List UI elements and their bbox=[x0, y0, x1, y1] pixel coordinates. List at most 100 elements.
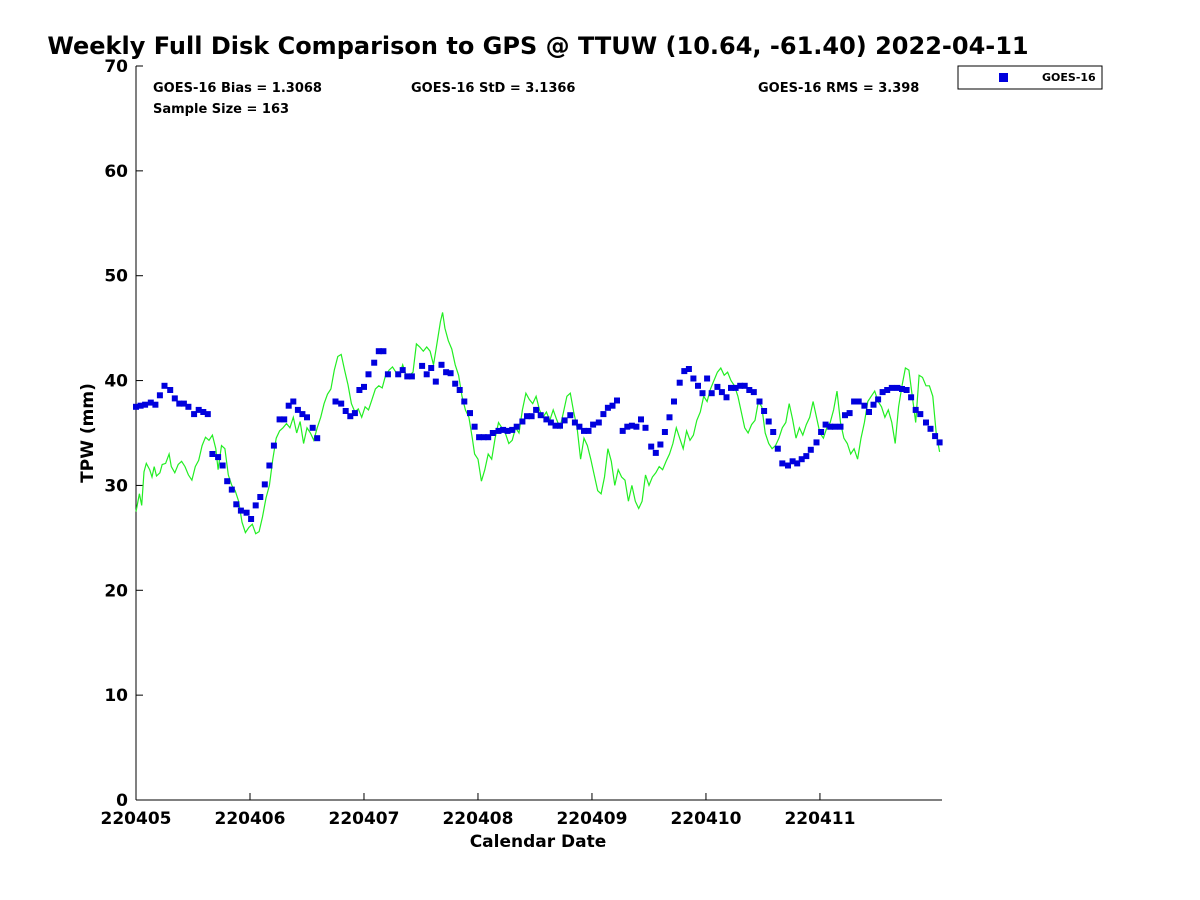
goes-point bbox=[219, 462, 226, 469]
goes-point bbox=[304, 414, 310, 421]
goes-point bbox=[209, 451, 216, 457]
goes-point bbox=[375, 348, 382, 355]
goes-point bbox=[243, 509, 250, 516]
goes-point bbox=[604, 404, 611, 411]
gps-series bbox=[135, 312, 941, 535]
goes-point bbox=[432, 378, 439, 385]
goes-point bbox=[789, 458, 796, 465]
plot-area: 0 10 20 30 40 50 60 70 220405 220406 220407 220408… bbox=[101, 57, 943, 829]
goes-point bbox=[936, 439, 943, 446]
goes-point bbox=[395, 371, 402, 378]
x-tick-label: 220408 bbox=[442, 809, 513, 829]
goes-point bbox=[903, 387, 910, 393]
x-tick-label: 220407 bbox=[328, 809, 399, 829]
goes-point bbox=[509, 426, 516, 433]
goes-point bbox=[704, 375, 711, 382]
goes-point bbox=[899, 386, 905, 392]
goes-point bbox=[161, 382, 168, 389]
goes-point bbox=[875, 396, 882, 403]
goes-point bbox=[633, 423, 640, 430]
goes-point bbox=[917, 411, 924, 418]
goes-point bbox=[595, 419, 602, 426]
goes-point bbox=[661, 429, 668, 435]
goes-point bbox=[609, 402, 616, 409]
goes-point bbox=[552, 422, 559, 429]
goes-point bbox=[765, 418, 772, 425]
goes-point bbox=[233, 501, 240, 508]
goes-point bbox=[309, 424, 316, 431]
goes-point bbox=[628, 422, 635, 429]
goes-point bbox=[443, 369, 450, 376]
goes-point bbox=[180, 400, 187, 407]
goes-point bbox=[870, 401, 877, 408]
goes-point bbox=[167, 387, 174, 393]
y-tick-label: 60 bbox=[104, 162, 128, 182]
goes-point bbox=[351, 410, 358, 417]
goes-point bbox=[257, 494, 264, 500]
goes-point bbox=[524, 413, 530, 420]
goes-point bbox=[676, 379, 683, 386]
goes-point bbox=[519, 418, 526, 425]
goes-point bbox=[285, 402, 292, 409]
legend-box bbox=[957, 65, 1103, 90]
goes-point bbox=[215, 454, 222, 461]
goes-point bbox=[774, 445, 781, 452]
goes-point bbox=[927, 425, 934, 432]
chart-title: Weekly Full Disk Comparison to GPS @ TTU… bbox=[47, 32, 1028, 60]
goes-point bbox=[923, 419, 929, 426]
goes-point bbox=[894, 384, 901, 391]
goes-point bbox=[537, 412, 544, 419]
goes-point bbox=[133, 403, 139, 410]
goes-point bbox=[585, 427, 592, 434]
goes-point bbox=[695, 382, 701, 389]
goes-point bbox=[332, 398, 339, 405]
goes-point bbox=[723, 394, 730, 401]
y-tick-label: 0 bbox=[116, 791, 128, 811]
goes-point bbox=[447, 370, 454, 377]
goes-point bbox=[361, 383, 367, 390]
goes-point bbox=[476, 434, 483, 441]
goes-point bbox=[252, 502, 259, 509]
goes-point bbox=[708, 390, 715, 397]
goes-point bbox=[756, 398, 763, 405]
legend-goes-marker bbox=[999, 73, 1008, 82]
goes-point bbox=[195, 406, 202, 413]
goes-point bbox=[224, 478, 231, 485]
goes-point bbox=[276, 416, 283, 423]
goes-point bbox=[908, 394, 915, 401]
goes-point bbox=[567, 412, 574, 419]
goes-point bbox=[718, 389, 725, 396]
goes-point bbox=[861, 402, 868, 409]
goes-point bbox=[423, 371, 430, 378]
goes-point bbox=[794, 460, 801, 467]
goes-point bbox=[200, 409, 207, 415]
x-tick-label: 220409 bbox=[556, 809, 627, 829]
y-tick-label: 20 bbox=[104, 581, 128, 601]
goes-point bbox=[543, 416, 550, 423]
goes-point bbox=[671, 398, 677, 405]
goes-point bbox=[471, 423, 478, 430]
goes-point bbox=[614, 397, 620, 404]
goes-point bbox=[851, 398, 858, 405]
goes-point bbox=[648, 443, 655, 450]
x-axis-ticks: 220405 220406 220407 220408 220409 220410 2204… bbox=[101, 793, 855, 829]
goes-point bbox=[581, 427, 587, 434]
y-tick-label: 40 bbox=[104, 372, 128, 392]
goes-point bbox=[380, 348, 387, 355]
goes-point bbox=[576, 423, 583, 430]
goes-point bbox=[461, 398, 468, 405]
goes-point bbox=[365, 371, 372, 378]
x-tick-label: 220405 bbox=[101, 809, 172, 829]
goes-point bbox=[528, 413, 535, 420]
goes-point bbox=[419, 362, 426, 369]
y-tick-label: 50 bbox=[104, 267, 128, 287]
y-axis-ticks: 0 10 20 30 40 50 60 70 bbox=[104, 57, 143, 811]
goes-point bbox=[456, 387, 463, 393]
goes-point bbox=[467, 410, 473, 417]
goes-point bbox=[299, 411, 306, 418]
goes-point bbox=[408, 373, 415, 380]
goes-point bbox=[807, 446, 814, 453]
goes-point bbox=[338, 400, 345, 407]
goes-series bbox=[133, 348, 943, 522]
x-tick-label: 220406 bbox=[214, 809, 285, 829]
